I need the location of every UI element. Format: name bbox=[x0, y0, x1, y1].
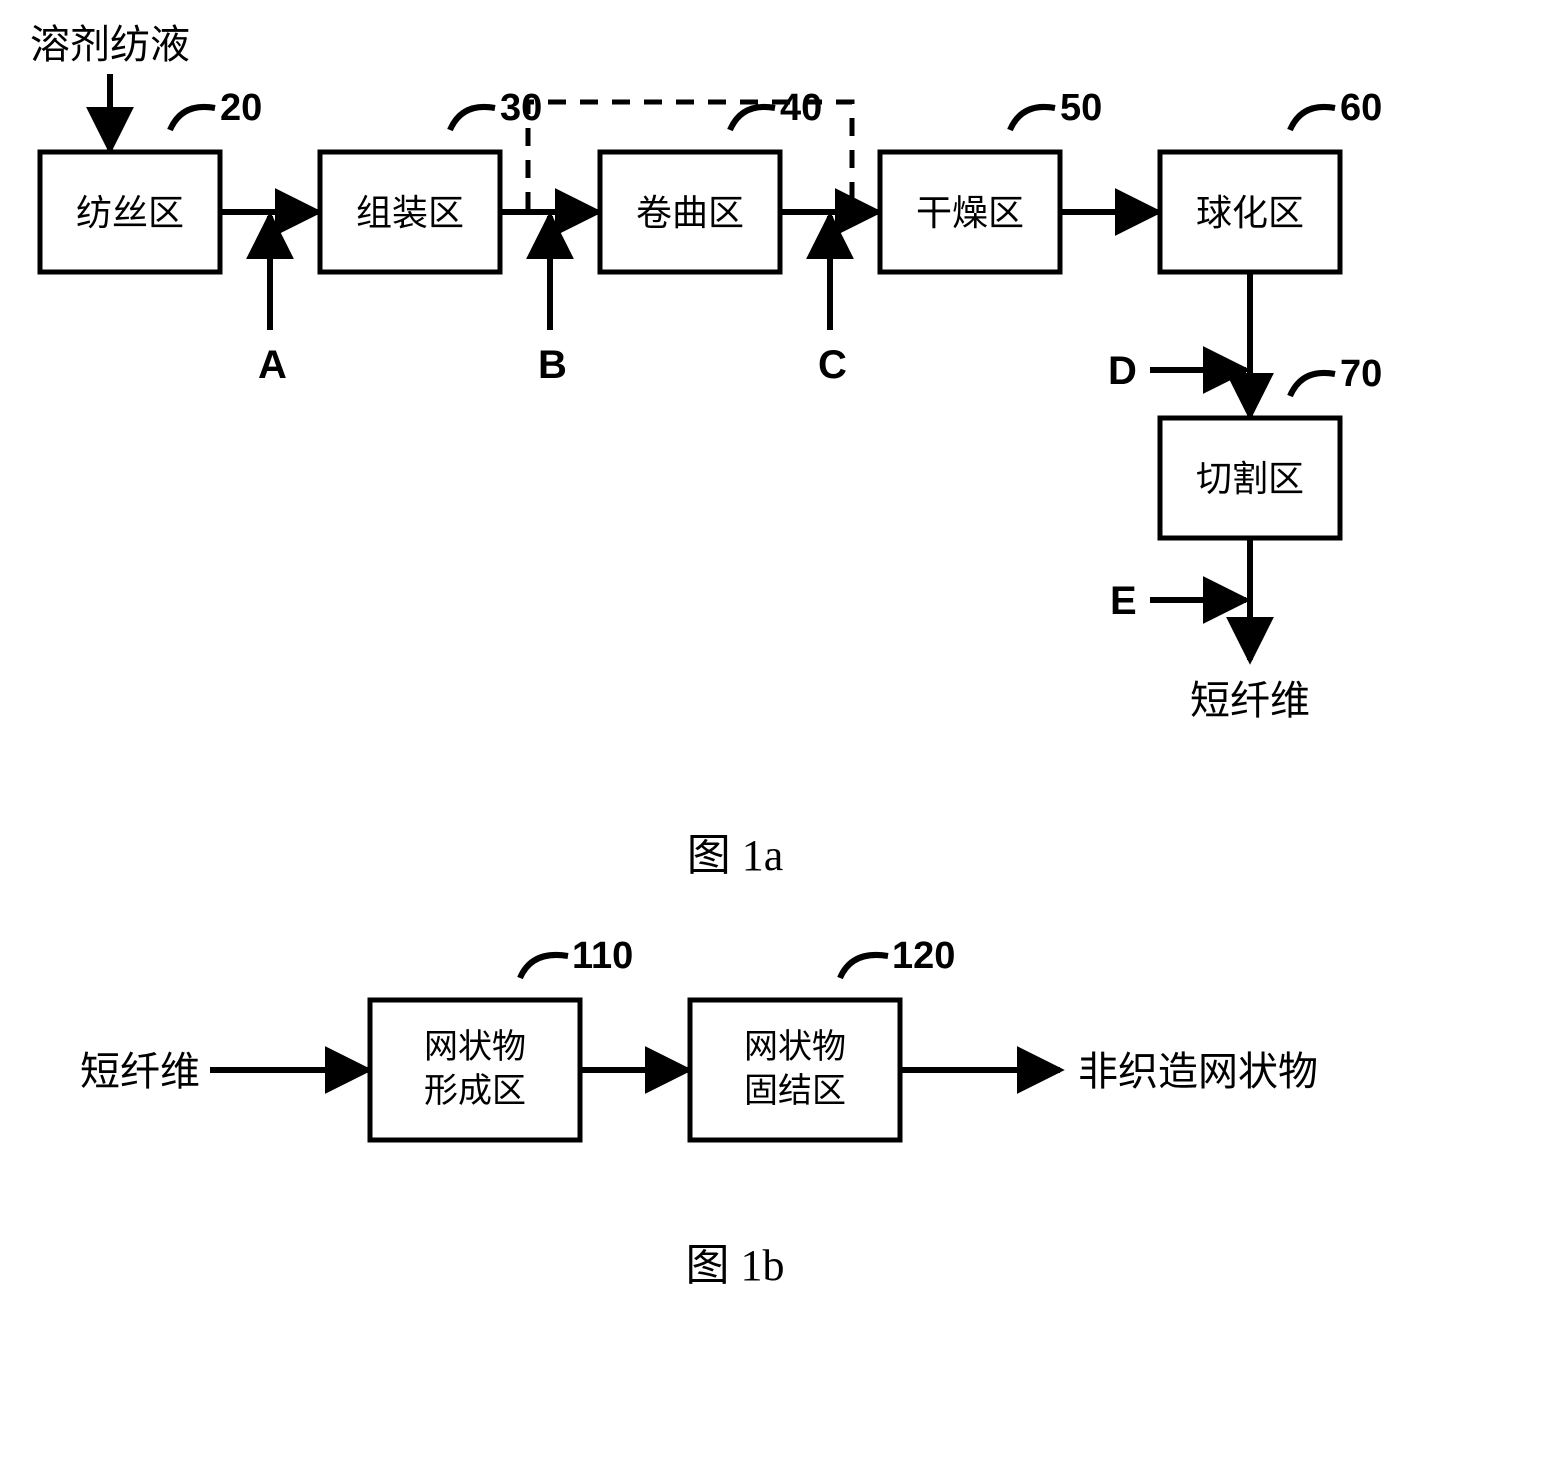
box-30-number: 30 bbox=[500, 87, 542, 129]
box-120-number: 120 bbox=[892, 935, 955, 977]
box-70-label: 切割区 bbox=[1196, 459, 1304, 499]
box-20: 20 纺丝区 bbox=[40, 87, 262, 272]
box-70: 70 切割区 bbox=[1160, 353, 1382, 538]
letter-B: B bbox=[538, 343, 567, 387]
leader-50 bbox=[1010, 107, 1055, 130]
box-50: 50 干燥区 bbox=[880, 87, 1102, 272]
box-110-label-l2: 形成区 bbox=[424, 1072, 526, 1110]
fig-a-caption: 图 1a bbox=[687, 831, 784, 880]
letter-E: E bbox=[1110, 579, 1137, 623]
box-110-label-l1: 网状物 bbox=[424, 1028, 526, 1066]
leader-60 bbox=[1290, 107, 1335, 130]
leader-30 bbox=[450, 107, 495, 130]
box-30-label: 组装区 bbox=[356, 193, 464, 233]
fig-b-input-label: 短纤维 bbox=[80, 1049, 200, 1094]
box-40-number: 40 bbox=[780, 87, 822, 129]
leader-40 bbox=[730, 107, 775, 130]
box-20-label: 纺丝区 bbox=[76, 193, 184, 233]
figure-1b: 短纤维 110 网状物 形成区 120 网状物 固结区 非织造网状物 图 1b bbox=[80, 935, 1318, 1290]
box-50-number: 50 bbox=[1060, 87, 1102, 129]
leader-110 bbox=[520, 955, 568, 978]
box-20-number: 20 bbox=[220, 87, 262, 129]
box-40: 40 卷曲区 bbox=[600, 87, 822, 272]
leader-120 bbox=[840, 955, 888, 978]
box-120-label-l2: 固结区 bbox=[744, 1072, 846, 1110]
box-60-number: 60 bbox=[1340, 87, 1382, 129]
letter-D: D bbox=[1108, 349, 1137, 393]
box-120: 120 网状物 固结区 bbox=[690, 935, 955, 1140]
leader-20 bbox=[170, 107, 215, 130]
diagram-canvas: 溶剂纺液 20 纺丝区 A 30 组装区 B bbox=[0, 0, 1554, 1470]
box-110-number: 110 bbox=[572, 935, 633, 977]
box-30: 30 组装区 bbox=[320, 87, 542, 272]
leader-70 bbox=[1290, 373, 1335, 396]
fig-b-output-label: 非织造网状物 bbox=[1078, 1049, 1318, 1094]
box-110: 110 网状物 形成区 bbox=[370, 935, 633, 1140]
fig-b-caption: 图 1b bbox=[686, 1241, 785, 1290]
box-120-label-l1: 网状物 bbox=[744, 1028, 846, 1066]
box-60: 60 球化区 bbox=[1160, 87, 1382, 272]
box-110-rect bbox=[370, 1000, 580, 1140]
box-50-label: 干燥区 bbox=[916, 193, 1024, 233]
box-60-label: 球化区 bbox=[1196, 193, 1304, 233]
box-70-number: 70 bbox=[1340, 353, 1382, 395]
letter-C: C bbox=[818, 343, 847, 387]
letter-A: A bbox=[258, 343, 287, 387]
box-40-label: 卷曲区 bbox=[636, 193, 744, 233]
fig-a-output-label: 短纤维 bbox=[1190, 678, 1310, 723]
box-120-rect bbox=[690, 1000, 900, 1140]
fig-a-input-label: 溶剂纺液 bbox=[30, 22, 190, 67]
figure-1a: 溶剂纺液 20 纺丝区 A 30 组装区 B bbox=[30, 22, 1382, 880]
